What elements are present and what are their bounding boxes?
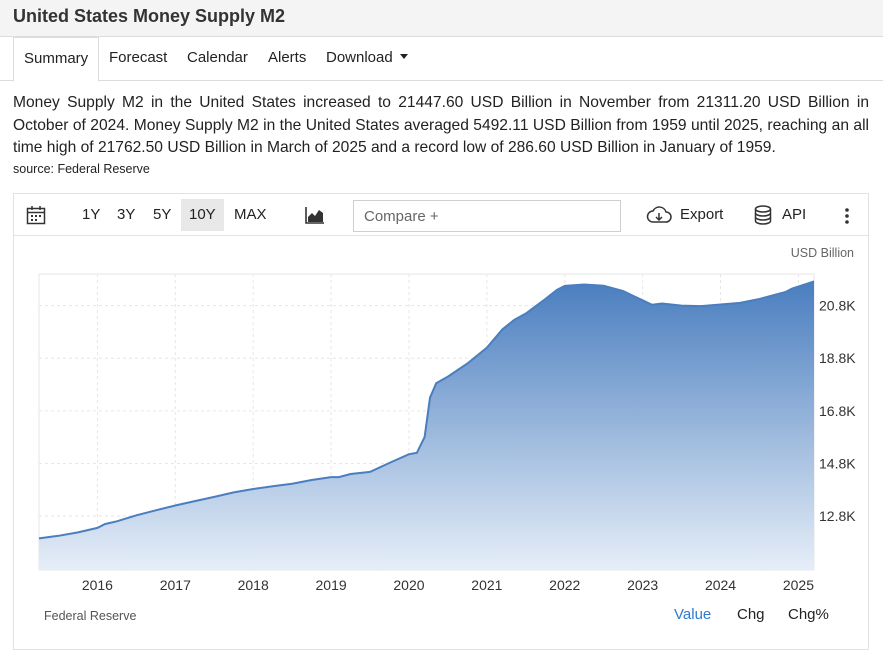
caret-down-icon [399,53,408,59]
chart-source: Federal Reserve [44,609,137,623]
x-tick-label: 2023 [627,577,658,593]
x-tick-label: 2025 [783,577,814,593]
export-button[interactable]: Export [646,194,723,236]
y-tick-label: 20.8K [819,298,856,314]
chart-plot: 12.8K 14.8K 16.8K 18.8K 20.8K 2016 2017 2018 201… [38,273,856,593]
x-tick-label: 2022 [549,577,580,593]
summary-source: source: Federal Reserve [13,162,150,176]
range-10y-button[interactable]: 10Y [181,199,224,231]
api-label: API [782,206,807,223]
range-5y-button[interactable]: 5Y [153,206,172,223]
export-label: Export [680,206,724,223]
y-tick-label: 12.8K [819,508,856,524]
chart-panel: 1Y 3Y 5Y 10Y MAX Export API USD Billion [13,193,869,650]
tab-summary[interactable]: Summary [13,37,100,82]
cloud-download-icon [646,206,672,224]
y-axis-unit: USD Billion [790,246,854,260]
compare-input[interactable] [353,200,621,232]
area-chart-icon[interactable] [305,206,325,224]
tab-bar: Summary Forecast Calendar Alerts Downloa… [0,37,883,82]
x-tick-label: 2019 [316,577,347,593]
x-tick-label: 2024 [705,577,736,593]
chg-mode-button[interactable]: Chg [737,606,765,623]
y-tick-label: 18.8K [819,350,856,366]
y-tick-label: 16.8K [819,403,856,419]
x-tick-label: 2017 [160,577,191,593]
tab-alerts[interactable]: Alerts [268,49,307,66]
tab-calendar[interactable]: Calendar [187,49,248,66]
value-mode-button[interactable]: Value [674,606,712,623]
range-1y-button[interactable]: 1Y [82,206,101,223]
summary-text: Money Supply M2 in the United States inc… [13,94,869,156]
more-vertical-icon[interactable] [845,208,849,224]
y-tick-label: 14.8K [819,455,856,471]
tab-forecast[interactable]: Forecast [109,49,168,66]
x-tick-label: 2021 [471,577,502,593]
tab-download-label: Download [326,49,393,66]
chart-toolbar: 1Y 3Y 5Y 10Y MAX Export API [14,194,868,236]
api-button[interactable]: API [754,194,806,236]
range-max-button[interactable]: MAX [234,206,267,223]
range-3y-button[interactable]: 3Y [117,206,136,223]
page-title: United States Money Supply M2 [13,6,286,26]
title-bar: United States Money Supply M2 [0,0,883,37]
x-tick-label: 2020 [393,577,424,593]
x-tick-label: 2018 [238,577,269,593]
x-tick-label: 2016 [82,577,113,593]
tab-download[interactable]: Download [326,37,408,81]
database-icon [754,205,772,225]
calendar-icon[interactable] [26,205,46,225]
chg-pct-mode-button[interactable]: Chg% [788,606,829,623]
m2-series-line [38,280,815,540]
